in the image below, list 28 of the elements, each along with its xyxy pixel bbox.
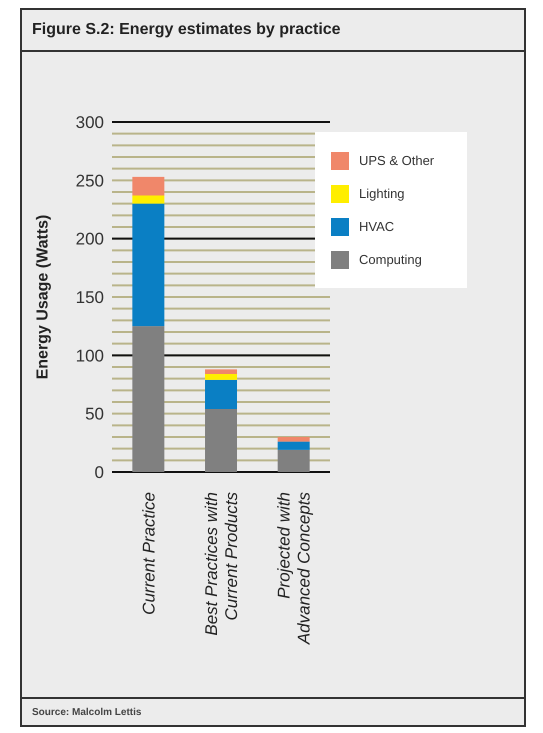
bar xyxy=(205,409,238,472)
y-tick-label: 300 xyxy=(76,113,104,132)
bar xyxy=(278,442,310,450)
x-tick-label: Current Practice xyxy=(139,492,158,615)
bar xyxy=(278,437,310,442)
y-tick-label: 50 xyxy=(85,404,104,424)
bar xyxy=(205,374,238,380)
legend-label: UPS & Other xyxy=(359,153,434,168)
bar xyxy=(132,176,164,196)
bar xyxy=(205,380,238,409)
x-tick-label: Best Practices with Current Products xyxy=(202,492,241,636)
bar xyxy=(278,450,310,472)
bar xyxy=(132,196,164,204)
y-tick-label: 200 xyxy=(76,230,104,249)
chart-title: Figure S.2: Energy estimates by practice xyxy=(22,10,524,52)
bar xyxy=(205,369,238,374)
source-note: Source: Malcolm Lettis xyxy=(32,706,142,718)
bar xyxy=(132,326,164,472)
y-tick-label: 0 xyxy=(94,463,104,482)
y-tick-label: 250 xyxy=(76,171,104,190)
bar xyxy=(132,204,164,326)
y-axis-title: Energy Usage (Watts) xyxy=(34,214,52,380)
legend-label: Lighting xyxy=(359,186,405,201)
legend-label: HVAC xyxy=(359,219,394,234)
y-tick-label: 100 xyxy=(76,346,104,366)
y-tick-label: 150 xyxy=(76,288,104,308)
x-tick-label: Projected with Advanced Concepts xyxy=(274,492,314,646)
legend-label: Computing xyxy=(359,252,422,267)
